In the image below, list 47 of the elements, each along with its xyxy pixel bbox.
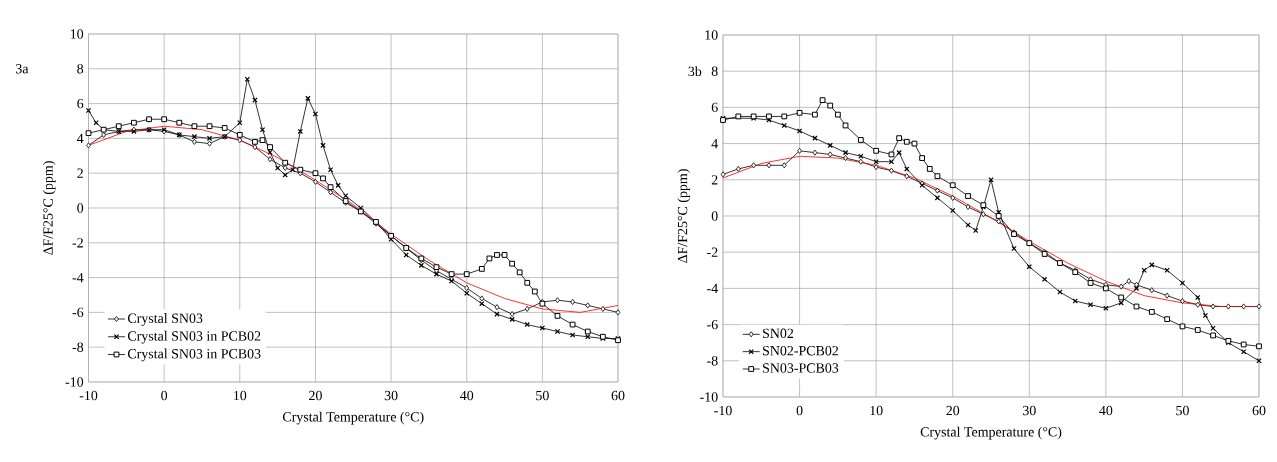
legend-label: Crystal SN03 in PCB03: [127, 348, 261, 362]
legend-label: SN03-PCB03: [763, 363, 839, 373]
x-tick-label: 60: [1252, 405, 1266, 416]
y-tick-label: 2: [711, 175, 718, 185]
x-tick-label: 30: [1023, 405, 1036, 416]
y-tick-label: -2: [707, 247, 718, 257]
y-tick-label: 4: [76, 133, 84, 143]
x-tick-label: 50: [536, 390, 549, 401]
y-tick-label: 10: [70, 29, 84, 39]
y-tick-label: 6: [711, 102, 718, 113]
y-tick-label: 8: [711, 66, 718, 76]
y-tick-label: 8: [77, 64, 84, 74]
x-tick-label: 10: [234, 390, 247, 401]
x-tick-label: 30: [384, 390, 398, 401]
x-tick-label: 50: [1176, 405, 1189, 416]
y-tick-label: 2: [77, 168, 83, 178]
x-axis-title: Crystal Temperature (°C): [282, 411, 424, 425]
y-tick-label: 4: [711, 138, 718, 149]
text: 3a: [16, 64, 29, 74]
y-axis-title: ΔF/F25°C (ppm): [42, 161, 56, 255]
y-tick-label: 0: [711, 211, 718, 221]
y-tick-label: -4: [72, 272, 84, 283]
y-tick-label: -10: [65, 377, 84, 387]
y-tick-label: -8: [707, 356, 718, 366]
x-tick-label: 20: [309, 390, 322, 401]
x-tick-label: 40: [1099, 405, 1113, 416]
y-tick-label: 6: [77, 98, 84, 109]
x-tick-label: 40: [460, 390, 474, 401]
legend-label: Crystal SN03 in PCB02: [127, 330, 261, 344]
y-tick-label: 10: [705, 30, 718, 40]
y-tick-label: -2: [72, 238, 83, 248]
legend-label: Crystal SN03: [127, 313, 203, 326]
x-tick-label: 60: [611, 390, 625, 401]
y-axis-title: ΔF/F25°C (ppm): [677, 169, 691, 263]
y-tick-label: 0: [77, 203, 84, 213]
legend-label: SN02: [763, 328, 794, 339]
y-tick-label: -6: [72, 307, 84, 318]
y-tick-label: -6: [707, 319, 718, 330]
legend-label: SN02-PCB02: [763, 345, 839, 356]
text: 3b: [688, 66, 702, 77]
y-tick-label: -8: [72, 342, 84, 352]
y-tick-label: -4: [707, 283, 718, 293]
x-tick-label: 0: [161, 390, 168, 401]
x-tick-label: 0: [796, 405, 803, 416]
x-axis-title: Crystal Temperature (°C): [920, 426, 1062, 440]
x-tick-label: 20: [946, 405, 960, 416]
x-tick-label: 10: [870, 405, 883, 416]
